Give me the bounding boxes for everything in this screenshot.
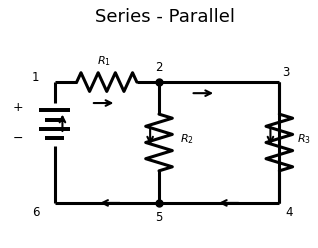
Text: $R_{1}$: $R_{1}$ [97, 54, 111, 68]
Text: +: + [13, 101, 24, 115]
Text: 2: 2 [155, 61, 163, 74]
Text: 5: 5 [155, 211, 163, 224]
Text: $R_{2}$: $R_{2}$ [180, 132, 193, 146]
Text: Series - Parallel: Series - Parallel [95, 8, 235, 26]
Text: 6: 6 [32, 206, 39, 219]
Text: $R_{3}$: $R_{3}$ [297, 132, 311, 146]
Text: −: − [13, 132, 23, 145]
Text: 3: 3 [282, 66, 289, 79]
Text: 4: 4 [285, 206, 293, 219]
Text: 1: 1 [32, 71, 39, 84]
